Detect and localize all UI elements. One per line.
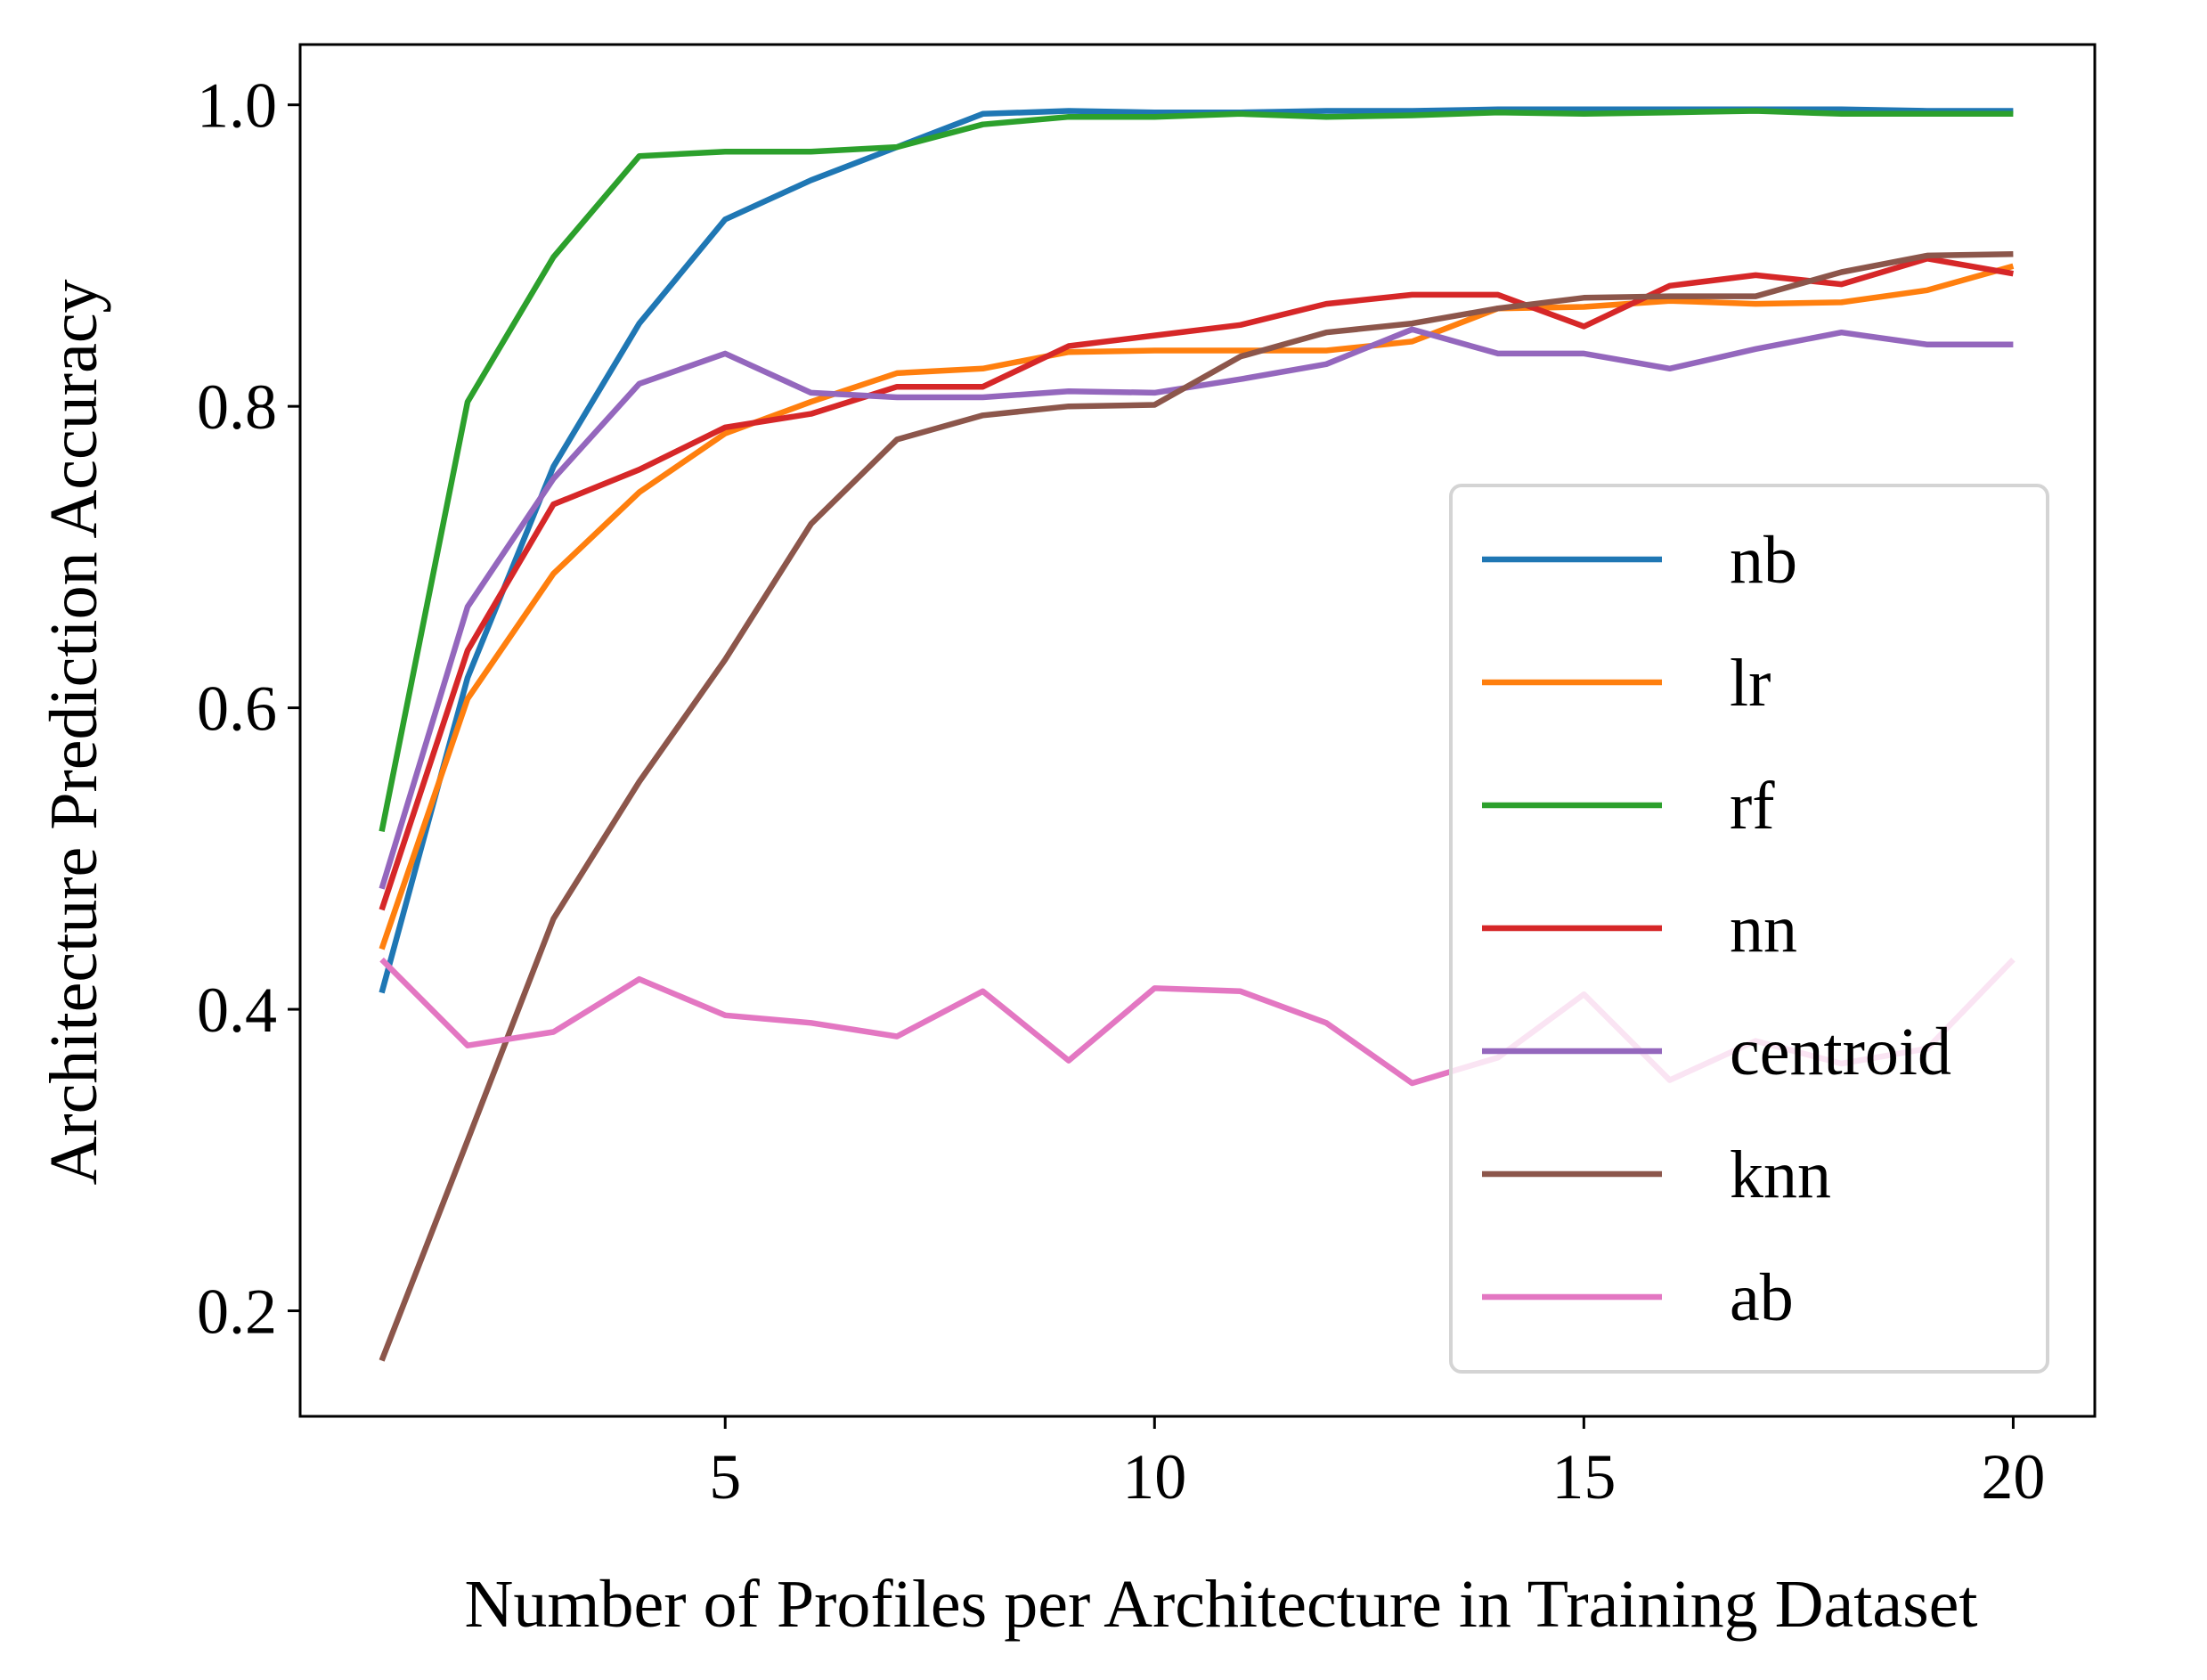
x-tick-label: 15 <box>1551 1441 1616 1513</box>
series-line-centroid <box>379 326 2014 890</box>
x-axis-ticks: 5 10 15 20 <box>709 1416 2045 1513</box>
legend-label-nn: nn <box>1730 892 1797 966</box>
legend-label-ab: ab <box>1730 1260 1794 1335</box>
x-axis-label: Number of Profiles per Architecture in T… <box>464 1567 1977 1642</box>
legend: nb lr rf nn centroid knn ab <box>1449 484 2049 1374</box>
y-tick-label: 1.0 <box>197 70 277 142</box>
x-tick-label: 10 <box>1122 1441 1186 1513</box>
x-tick-label: 5 <box>709 1441 741 1513</box>
series-line-lr <box>379 263 2015 950</box>
series-line-nn <box>379 256 2014 911</box>
series-line-knn <box>379 250 2014 1362</box>
y-tick-label: 0.4 <box>197 975 277 1046</box>
y-tick-label: 0.8 <box>197 371 277 443</box>
x-tick-label: 20 <box>1981 1441 2045 1513</box>
axes-frame <box>298 43 2097 1418</box>
y-tick-label: 0.2 <box>197 1276 277 1348</box>
legend-label-rf: rf <box>1730 769 1775 844</box>
y-axis-ticks: 0.2 0.4 0.6 0.8 1.0 <box>197 70 300 1348</box>
legend-label-nb: nb <box>1730 523 1797 598</box>
y-axis-label: Architecture Prediction Accuracy <box>37 279 111 1185</box>
plot-lines <box>379 106 2016 1362</box>
legend-label-lr: lr <box>1730 646 1771 721</box>
legend-label-knn: knn <box>1730 1138 1831 1212</box>
series-line-rf <box>379 108 2014 833</box>
legend-label-centroid: centroid <box>1730 1015 1951 1089</box>
y-tick-label: 0.6 <box>197 673 277 745</box>
legend-box <box>1449 484 2049 1374</box>
